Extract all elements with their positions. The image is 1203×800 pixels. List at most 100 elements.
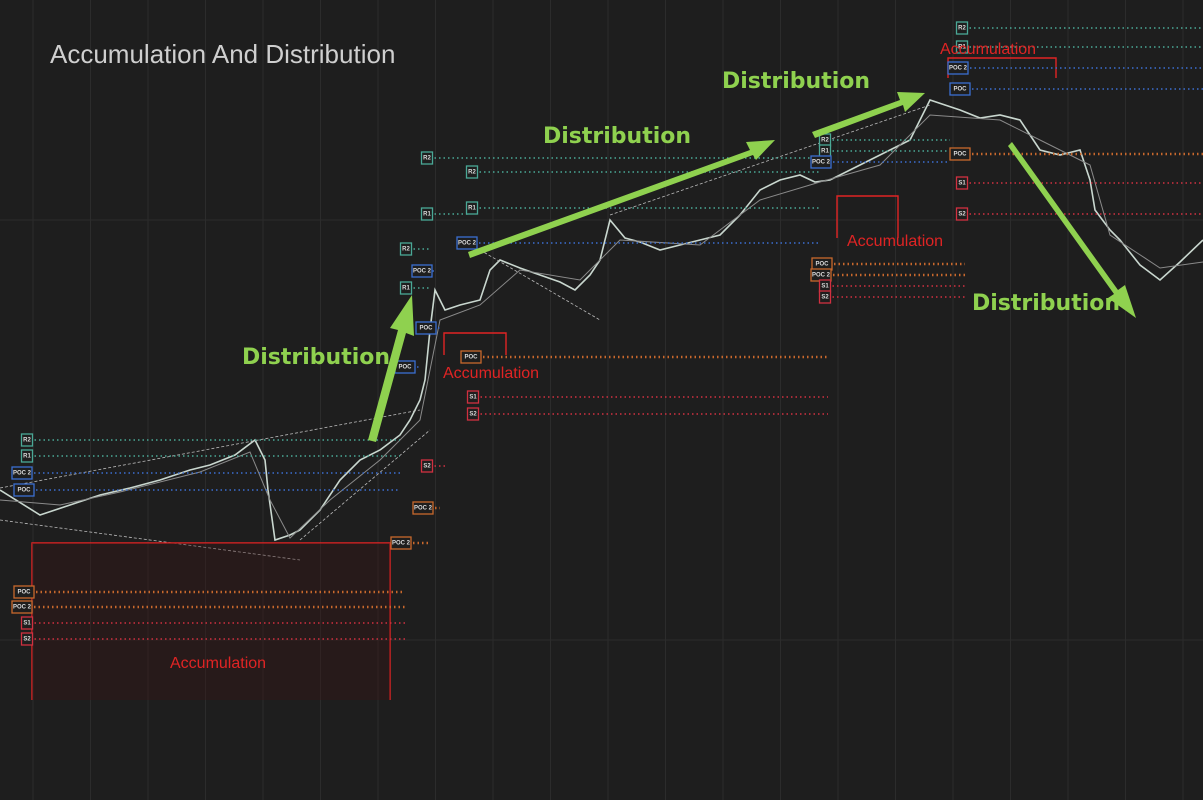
level-tag-box <box>20 433 34 447</box>
level-tag-box <box>955 176 969 190</box>
trendline <box>0 409 421 489</box>
level-tag-box <box>20 616 34 630</box>
level-tag: POC 2 <box>458 241 477 247</box>
level-tag: POC <box>17 488 31 494</box>
zone-fill <box>32 543 390 700</box>
level-tag-box <box>420 459 434 473</box>
level-tag: R2 <box>958 26 966 32</box>
level-tag: POC 2 <box>949 66 968 72</box>
level-tag: POC 2 <box>812 160 831 166</box>
level-tag-box <box>412 501 434 515</box>
level-tag-box <box>810 155 832 169</box>
level-tag: POC 2 <box>812 273 831 279</box>
level-tag-box <box>466 390 480 404</box>
level-tag: R1 <box>423 212 431 218</box>
level-tag-box <box>411 264 433 278</box>
level-tag: R1 <box>23 454 31 460</box>
trendline <box>0 519 301 561</box>
level-tag: POC <box>419 326 433 332</box>
annotation: Distribution <box>722 69 870 94</box>
level-tag-box <box>399 242 413 256</box>
level-tag: S1 <box>958 181 966 187</box>
level-tag: R2 <box>468 170 476 176</box>
arrow <box>468 140 775 258</box>
level-tag: S2 <box>423 464 431 470</box>
level-tag-box <box>955 21 969 35</box>
level-tag: R2 <box>423 156 431 162</box>
level-tag: POC 2 <box>413 269 432 275</box>
annotation: Distribution <box>972 291 1120 316</box>
level-tag-box <box>420 151 434 165</box>
annotation: Accumulation <box>443 365 539 382</box>
level-tag: S1 <box>821 284 829 290</box>
level-tag-box <box>13 585 35 599</box>
level-tag: S2 <box>23 637 31 643</box>
level-tag: POC 2 <box>414 506 433 512</box>
level-tag: S2 <box>821 295 829 301</box>
trendlines <box>0 104 931 561</box>
level-tag: S1 <box>23 621 31 627</box>
arrow <box>1008 142 1136 318</box>
level-tag-box <box>465 165 479 179</box>
level-tag: R2 <box>821 138 829 144</box>
level-tag-box <box>11 466 33 480</box>
level-tag-box <box>955 40 969 54</box>
moving-average <box>0 114 1203 539</box>
level-tag: POC <box>953 152 967 158</box>
level-tag-box <box>947 61 969 75</box>
arrow <box>368 295 414 442</box>
annotation: Accumulation <box>847 233 943 250</box>
level-tag-box <box>11 600 33 614</box>
level-tag: S1 <box>469 395 477 401</box>
level-tag: POC 2 <box>13 605 32 611</box>
level-tag-box <box>818 290 832 304</box>
level-tag: R1 <box>402 286 410 292</box>
level-tag: POC 2 <box>13 471 32 477</box>
level-tag: R1 <box>958 45 966 51</box>
level-tag-box <box>460 350 482 364</box>
level-tag-box <box>415 321 437 335</box>
annotation: Accumulation <box>170 655 266 672</box>
level-tag: S2 <box>469 412 477 418</box>
level-tag-box <box>949 147 971 161</box>
title: Accumulation And Distribution <box>50 39 395 69</box>
level-tag: POC <box>17 590 31 596</box>
level-tag-box <box>390 536 412 550</box>
arrow <box>812 92 925 138</box>
level-tag: POC <box>398 365 412 371</box>
level-tag-box <box>399 281 413 295</box>
level-tag: POC <box>815 262 829 268</box>
arrows <box>368 92 1136 442</box>
level-tag-box <box>420 207 434 221</box>
zone-bracket <box>443 332 507 355</box>
level-tag-box <box>20 449 34 463</box>
level-tag: R2 <box>402 247 410 253</box>
annotation: Distribution <box>242 345 390 370</box>
level-tag: POC <box>464 355 478 361</box>
level-tag-box <box>13 483 35 497</box>
trendline <box>609 104 931 216</box>
trendline <box>299 429 431 541</box>
level-tag: R1 <box>468 206 476 212</box>
level-tag-box <box>456 236 478 250</box>
level-tag: S2 <box>958 212 966 218</box>
level-tag: POC 2 <box>392 541 411 547</box>
trendline <box>479 249 601 321</box>
level-tag-box <box>949 82 971 96</box>
annotation: Distribution <box>543 124 691 149</box>
zone-bracket <box>836 195 899 238</box>
levels: R2 R1 POC 2 POC POC POC 2 S1 S2 R2 POC 2 R1 POC POC P… <box>11 21 1203 646</box>
level-tag-box <box>955 207 969 221</box>
level-tag-box <box>20 632 34 646</box>
accumulation-zones <box>31 57 1057 700</box>
level-tag-box <box>465 201 479 215</box>
level-tag-box <box>466 407 480 421</box>
level-tag: POC <box>953 87 967 93</box>
price-trace <box>0 99 1203 542</box>
annotation: Accumulation <box>940 41 1036 58</box>
level-tag: R1 <box>821 149 829 155</box>
level-tag: R2 <box>23 438 31 444</box>
